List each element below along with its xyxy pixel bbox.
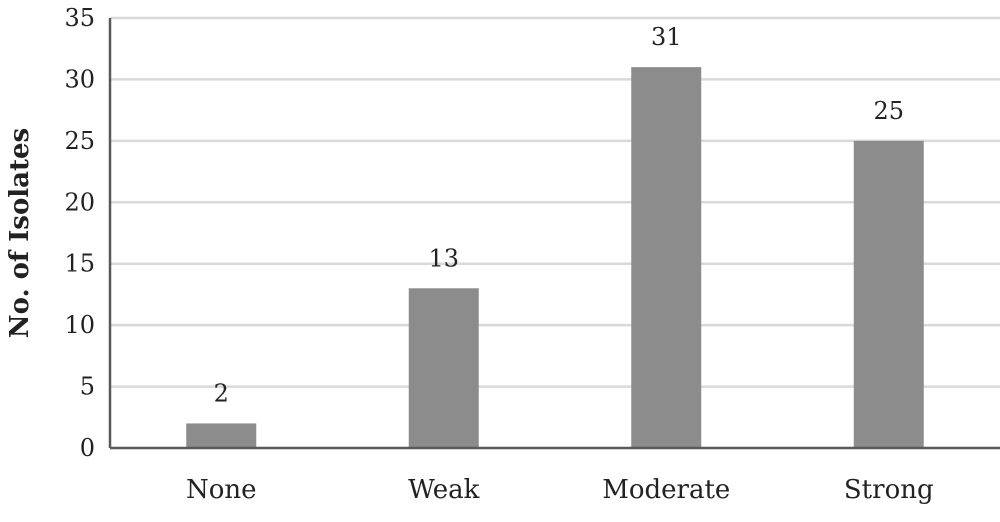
data-labels: 2 13 31 25 bbox=[214, 23, 904, 407]
bar-weak bbox=[408, 288, 479, 448]
y-tick-label: 5 bbox=[80, 373, 95, 401]
y-tick-label: 15 bbox=[64, 250, 95, 278]
x-tick-label: Strong bbox=[844, 475, 934, 505]
bar-moderate bbox=[631, 67, 702, 449]
gridlines bbox=[110, 16, 1000, 388]
data-label: 25 bbox=[873, 97, 904, 125]
data-label: 13 bbox=[428, 244, 459, 272]
x-tick-label: Weak bbox=[408, 475, 479, 505]
y-tick-label: 30 bbox=[64, 65, 95, 93]
bars bbox=[186, 67, 924, 449]
data-label: 2 bbox=[214, 379, 229, 407]
x-tick-label: None bbox=[186, 475, 257, 505]
x-tick-label: Moderate bbox=[602, 475, 730, 505]
y-axis-title: No. of Isolates bbox=[5, 128, 35, 338]
category-labels: None Weak Moderate Strong bbox=[186, 475, 934, 505]
bar-strong bbox=[853, 140, 924, 448]
y-tick-label: 0 bbox=[80, 434, 95, 462]
y-tick-label: 35 bbox=[64, 4, 95, 32]
y-tick-label: 25 bbox=[64, 127, 95, 155]
y-tick-label: 10 bbox=[64, 311, 95, 339]
bar-none bbox=[186, 423, 257, 448]
y-tick-label: 20 bbox=[64, 188, 95, 216]
data-label: 31 bbox=[651, 23, 682, 51]
y-tick-labels: 0 5 10 15 20 25 30 35 bbox=[64, 4, 95, 462]
